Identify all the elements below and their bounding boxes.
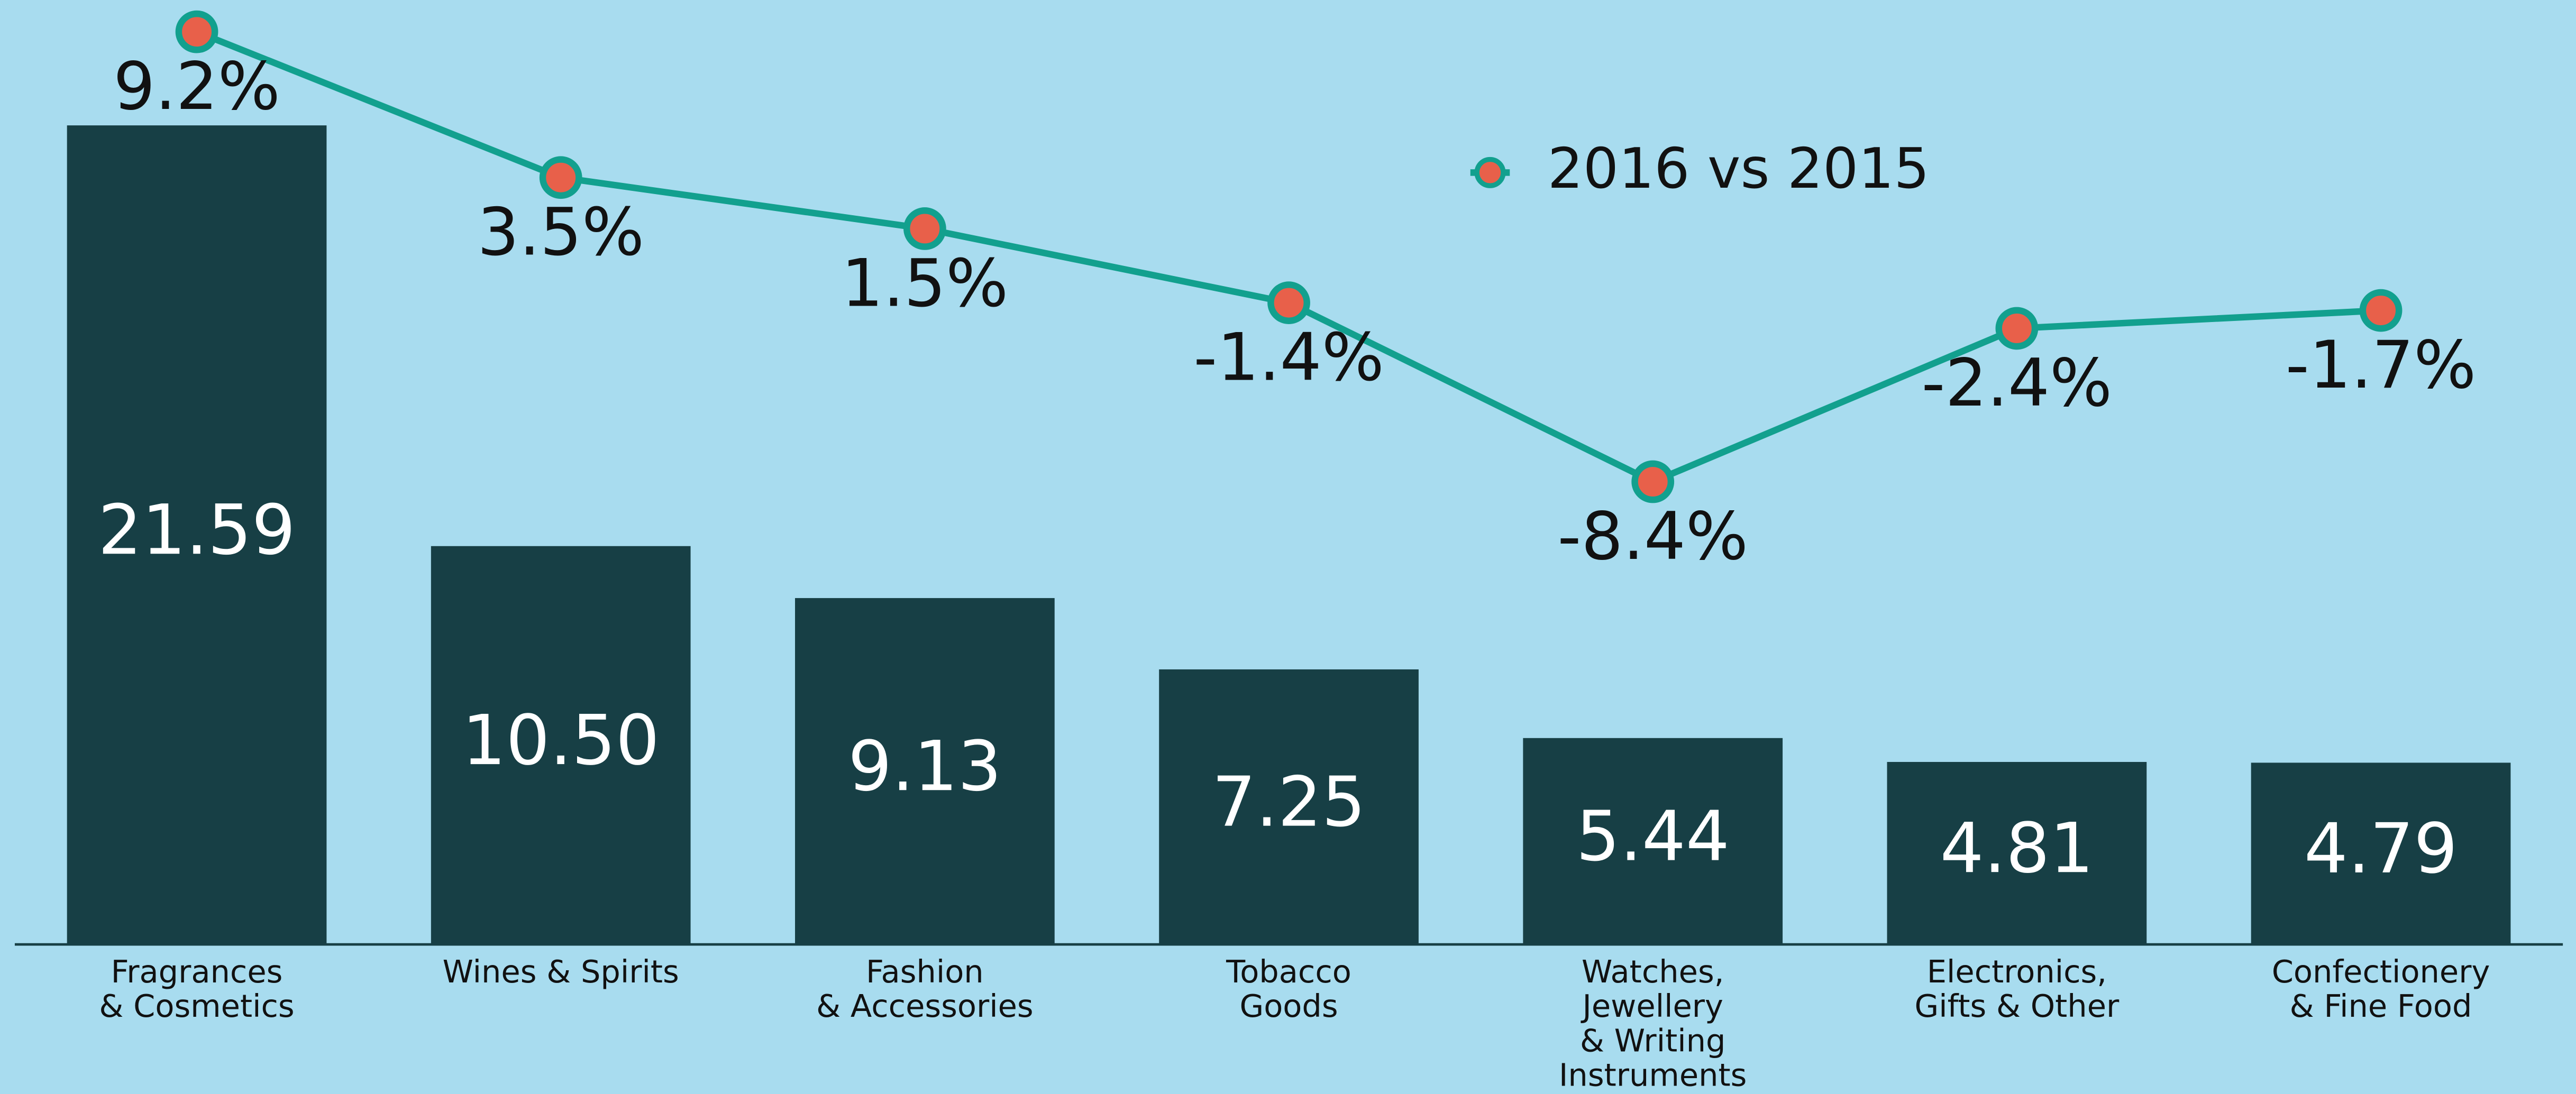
line-value-label: -2.4% (1922, 345, 2112, 421)
line-marker (539, 156, 582, 199)
line-marker (1267, 281, 1310, 325)
bar (1159, 669, 1419, 945)
line-value-label: -1.4% (1193, 320, 1384, 396)
bar (2251, 762, 2511, 945)
bar-value-label: 21.59 (98, 490, 295, 570)
x-tick-label: Confectionery & Fine Food (2272, 953, 2490, 1024)
bar (431, 546, 691, 945)
line-value-label: 1.5% (842, 245, 1009, 321)
bar-value-label: 5.44 (1576, 796, 1730, 877)
line-value-label: -1.7% (2286, 327, 2476, 403)
bar-value-label: 9.13 (848, 726, 1001, 806)
legend-marker (1474, 157, 1506, 188)
line-marker (1995, 307, 2039, 350)
bar-value-label: 7.25 (1212, 762, 1365, 842)
x-tick-label: Electronics, Gifts & Other (1915, 953, 2120, 1024)
bar (1887, 762, 2147, 945)
bar (795, 598, 1055, 945)
line-marker (1631, 460, 1675, 503)
x-tick-label: Wines & Spirits (443, 953, 679, 990)
bar (1523, 738, 1783, 945)
x-tick-label: Fragrances & Cosmetics (99, 953, 294, 1024)
bar-value-label: 4.81 (1940, 808, 2094, 888)
line-marker (903, 207, 946, 250)
line-value-label: 3.5% (477, 195, 644, 271)
line-marker (175, 10, 218, 53)
line-marker (2359, 289, 2403, 332)
x-tick-label: Watches, Jewellery & Writing Instruments (1559, 953, 1747, 1093)
bar-value-label: 4.79 (2304, 808, 2458, 889)
bar (67, 125, 327, 945)
line-value-label: 9.2% (113, 49, 280, 125)
x-tick-label: Tobacco Goods (1226, 953, 1351, 1024)
line-value-label: -8.4% (1558, 499, 1748, 575)
x-tick-label: Fashion & Accessories (816, 953, 1034, 1024)
legend-label: 2016 vs 2015 (1548, 136, 1930, 201)
bar-value-label: 10.50 (462, 700, 659, 780)
